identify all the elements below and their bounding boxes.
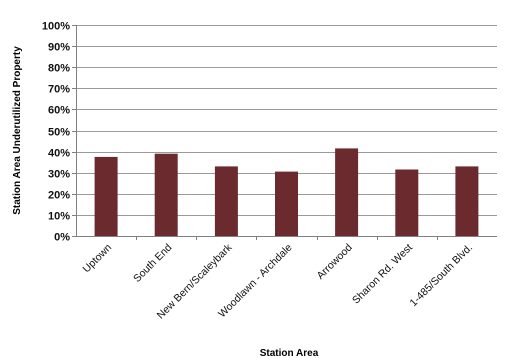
x-tick-label: Uptown — [81, 242, 115, 276]
bar — [275, 171, 298, 236]
y-tick-label: 20% — [48, 190, 70, 202]
y-tick-label: 60% — [48, 105, 70, 117]
x-tick-label: South End — [131, 242, 174, 285]
y-axis-title: Station Area Underutilized Property — [12, 46, 23, 215]
bar — [94, 156, 118, 236]
y-tick-label: 80% — [48, 63, 70, 75]
x-tick-label: Arrowood — [314, 242, 354, 282]
y-tick-label: 0% — [54, 232, 70, 244]
bar — [335, 148, 359, 236]
bar — [395, 169, 419, 236]
gridlines — [76, 25, 497, 216]
y-tick-labels: 0% 10% 20% 30% 40% 50% 60% 70% 80% 90% 100% — [42, 21, 70, 244]
x-axis-title: Station Area — [260, 348, 319, 358]
y-tick-label: 100% — [42, 21, 70, 33]
bar — [455, 166, 479, 236]
y-tick-label: 50% — [48, 127, 70, 139]
y-tick-label: 10% — [48, 211, 70, 223]
y-tick-label: 70% — [48, 84, 70, 96]
y-tick-label: 40% — [48, 148, 70, 160]
y-tick-label: 30% — [48, 169, 70, 181]
x-tick-label: 1-485/South Blvd. — [408, 242, 476, 310]
bars — [94, 148, 479, 236]
axes — [72, 25, 497, 240]
bar — [154, 153, 178, 236]
bar — [214, 166, 238, 236]
x-tick-label: Sharon Rd. West — [350, 242, 415, 307]
y-tick-label: 90% — [48, 42, 70, 54]
